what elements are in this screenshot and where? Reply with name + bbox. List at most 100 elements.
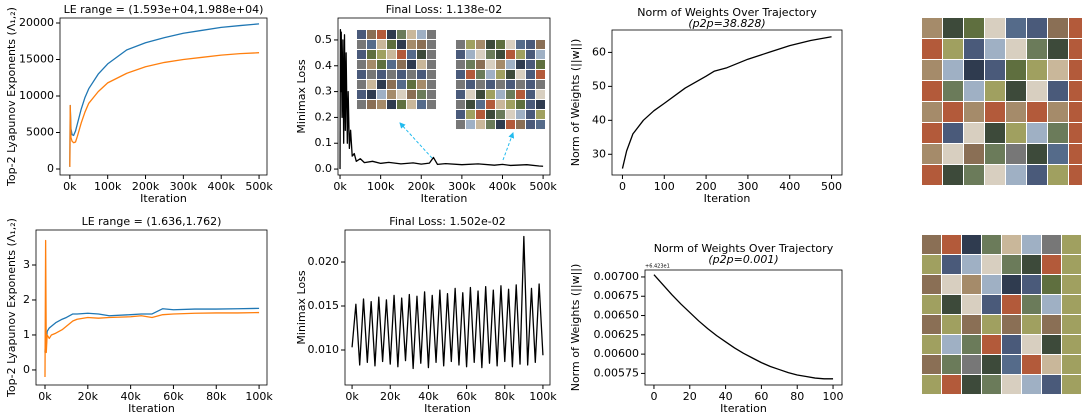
series-line (44, 239, 260, 377)
y-tick-label: 0.0 (315, 162, 333, 175)
x-tick-label: 200k (408, 180, 436, 193)
image-tile (964, 123, 984, 143)
image-tile (536, 100, 545, 109)
y-tick-label: 40 (592, 113, 606, 126)
y-tick-label: 0.020 (308, 255, 340, 268)
x-tick-label: 100k (367, 180, 395, 193)
x-tick-label: 80 (790, 390, 804, 403)
image-tile (417, 50, 426, 59)
image-tile (456, 120, 465, 129)
image-tile (516, 120, 525, 129)
image-tile (982, 235, 1001, 254)
image-tile (1022, 355, 1041, 374)
image-tile (486, 80, 495, 89)
image-tile (985, 102, 1005, 122)
y-tick-label: 10000 (19, 89, 54, 102)
image-tile (486, 110, 495, 119)
image-tile (1006, 18, 1026, 38)
image-tile (466, 90, 475, 99)
chart-title: LE range = (1.636,1.762) (82, 215, 222, 228)
image-tile (1027, 81, 1047, 101)
image-tile (536, 120, 545, 129)
x-axis-label: Iteration (128, 402, 175, 415)
image-tile (516, 110, 525, 119)
image-tile (985, 18, 1005, 38)
image-tile (476, 50, 485, 59)
image-tile (397, 60, 406, 69)
image-tile (407, 50, 416, 59)
x-tick-label: 80k (206, 390, 227, 403)
image-tile (1042, 275, 1061, 294)
image-tile (486, 120, 495, 129)
chart-subtitle: (p2p=0.001) (708, 253, 778, 266)
image-tile (962, 335, 981, 354)
image-tile (962, 375, 981, 394)
image-tile (526, 90, 535, 99)
x-tick-label: 400k (489, 180, 517, 193)
image-tile (496, 100, 505, 109)
image-tile (357, 70, 366, 79)
image-tile (982, 315, 1001, 334)
image-tile (985, 39, 1005, 59)
image-tile (427, 90, 436, 99)
series-line (69, 23, 260, 167)
image-tile (516, 100, 525, 109)
image-tile (1027, 39, 1047, 59)
y-axis-label: Top-2 Lyapunov Exponents (Λ₁,₂) (5, 218, 18, 398)
image-tile (357, 40, 366, 49)
image-tile (962, 235, 981, 254)
x-axis-label: Iteration (421, 192, 468, 205)
image-tile (526, 110, 535, 119)
series-line (621, 36, 832, 169)
image-tile (377, 100, 386, 109)
y-tick-label: 0.010 (308, 343, 340, 356)
inset-images (357, 30, 545, 129)
image-tile (964, 165, 984, 185)
image-tile (962, 295, 981, 314)
x-tick-label: 500k (529, 180, 557, 193)
y-tick-label: 0 (47, 162, 54, 175)
image-tile (1062, 335, 1081, 354)
axes-frame (35, 229, 268, 386)
image-tile (1002, 335, 1021, 354)
image-tile (526, 80, 535, 89)
image-tile (486, 60, 495, 69)
x-axis-label: Iteration (140, 192, 187, 205)
image-tile (964, 18, 984, 38)
y-tick-label: 0.00700 (594, 270, 640, 283)
image-tile (942, 355, 961, 374)
series-line (351, 235, 544, 370)
image-tile (466, 60, 475, 69)
image-tile (456, 110, 465, 119)
image-tile (942, 275, 961, 294)
image-tile (1042, 355, 1061, 374)
image-tile (427, 60, 436, 69)
image-tile (536, 50, 545, 59)
image-tile (516, 50, 525, 59)
image-tile (943, 165, 963, 185)
image-tile (516, 40, 525, 49)
image-tile (982, 335, 1001, 354)
x-tick-label: 0 (619, 180, 626, 193)
image-tile (506, 120, 515, 129)
x-tick-label: 200 (696, 180, 717, 193)
chart-subtitle: (p2p=38.828) (688, 17, 765, 30)
image-tile (456, 60, 465, 69)
image-tile (357, 100, 366, 109)
x-tick-label: 500 (821, 180, 842, 193)
image-tile (1002, 355, 1021, 374)
image-tile (1027, 123, 1047, 143)
image-tile (1002, 315, 1021, 334)
image-tile (942, 335, 961, 354)
image-tile (964, 102, 984, 122)
image-tile (943, 144, 963, 164)
image-tile (387, 100, 396, 109)
x-tick-label: 40k (120, 390, 141, 403)
y-tick-label: 5000 (26, 125, 54, 138)
image-tile (417, 100, 426, 109)
x-tick-label: 400k (208, 180, 236, 193)
inset-arrow (502, 132, 515, 161)
x-tick-label: 300k (448, 180, 476, 193)
image-tile (985, 123, 1005, 143)
